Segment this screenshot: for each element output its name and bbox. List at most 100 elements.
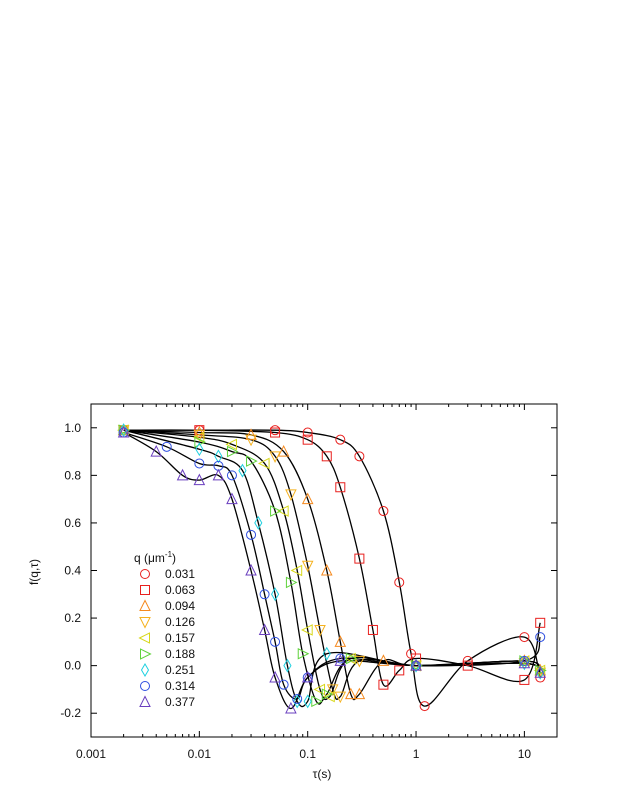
data-point-0.377	[518, 656, 531, 669]
fit-curves	[123, 429, 541, 710]
data-point-0.126	[245, 434, 257, 447]
data-point-0.251	[536, 665, 545, 680]
data-point-0.063	[394, 665, 405, 676]
x-tick-label: 10	[518, 747, 532, 761]
data-point-0.377	[117, 425, 130, 438]
legend-label-0.377: 0.377	[165, 695, 195, 709]
data-point-0.094	[193, 425, 206, 438]
data-point-0.126	[269, 451, 281, 463]
data-point-0.314	[259, 589, 270, 600]
data-point-0.063	[354, 553, 365, 564]
data-point-0.157	[313, 683, 326, 696]
legend-label-0.031: 0.031	[165, 567, 195, 581]
data-point-0.377	[176, 468, 189, 481]
data-point-0.157	[323, 690, 335, 703]
data-point-0.126	[326, 684, 339, 697]
data-point-0.188	[345, 652, 358, 665]
data-point-0.094	[277, 444, 290, 457]
data-point-0.377	[193, 473, 206, 486]
data-point-0.314	[161, 441, 172, 452]
data-point-0.251	[293, 694, 302, 709]
data-point-0.188	[311, 695, 323, 708]
data-point-0.063	[519, 674, 530, 685]
y-tick-label: 0.0	[64, 659, 81, 673]
data-point-0.188	[285, 576, 298, 589]
data-point-0.031	[378, 506, 389, 517]
data-point-0.157	[290, 564, 303, 577]
data-point-0.251	[254, 515, 263, 530]
data-markers	[116, 423, 547, 714]
legend-marker-0.251	[140, 663, 150, 677]
data-point-0.251	[270, 587, 280, 602]
data-point-0.126	[285, 489, 297, 502]
data-point-0.377	[245, 563, 257, 576]
legend: q (μm-1) 0.031 0.063 0.094 0.126 0.157 0.188 0…	[134, 550, 195, 709]
data-point-0.094	[377, 654, 390, 666]
data-point-0.094	[334, 635, 347, 647]
x-axis-label: τ(s)	[313, 767, 332, 781]
y-tick-label: -0.2	[60, 706, 81, 720]
data-point-0.094	[320, 563, 333, 576]
y-tick-label: 0.4	[64, 564, 81, 578]
y-axis-label: f(q,τ)	[27, 559, 41, 585]
legend-label-0.314: 0.314	[165, 679, 195, 693]
data-point-0.377	[212, 468, 225, 481]
legend-label-0.157: 0.157	[165, 631, 195, 645]
data-point-0.031	[519, 632, 530, 643]
data-point-0.377	[334, 654, 347, 666]
data-point-0.094	[301, 492, 314, 505]
x-tick-label: 0.1	[299, 747, 316, 761]
x-tick-label: 0.001	[76, 747, 106, 761]
data-point-0.188	[321, 688, 334, 700]
data-point-0.063	[367, 624, 378, 635]
data-point-0.157	[277, 505, 289, 517]
x-axis-ticks: 0.001 0.01 0.1 1 10	[76, 404, 558, 761]
data-point-0.031	[302, 427, 313, 438]
legend-marker-0.094	[139, 599, 151, 611]
x-tick-label: 1	[413, 747, 420, 761]
y-tick-label: 1.0	[64, 421, 81, 435]
legend-label-0.188: 0.188	[165, 647, 195, 661]
data-point-0.063	[302, 434, 313, 445]
data-point-0.157	[192, 431, 205, 444]
data-point-0.314	[194, 458, 205, 469]
data-point-0.157	[225, 438, 237, 451]
legend-marker-0.188	[140, 648, 152, 660]
data-point-0.377	[534, 666, 547, 678]
data-point-0.094	[245, 428, 257, 440]
data-point-0.251	[322, 646, 331, 661]
data-point-0.157	[301, 624, 313, 636]
data-point-0.063	[321, 451, 332, 462]
data-point-0.031	[335, 434, 346, 445]
data-point-0.094	[353, 687, 366, 700]
data-point-0.188	[246, 455, 258, 467]
legend-title: q (μm-1)	[134, 550, 176, 565]
data-point-0.063	[335, 482, 346, 493]
legend-label-0.094: 0.094	[165, 599, 195, 613]
y-tick-label: 0.2	[64, 611, 81, 625]
fit-line-0.377	[123, 431, 541, 710]
data-point-0.377	[269, 670, 281, 683]
legend-marker-0.314	[140, 681, 150, 691]
data-point-0.314	[535, 632, 546, 643]
data-point-0.314	[278, 679, 289, 690]
legend-marker-0.157	[138, 632, 150, 644]
legend-marker-0.031	[140, 569, 150, 579]
data-point-0.188	[270, 505, 282, 517]
data-point-0.126	[301, 560, 314, 573]
data-point-0.251	[411, 658, 421, 673]
data-point-0.377	[258, 623, 271, 635]
data-point-0.063	[462, 660, 473, 671]
data-point-0.314	[519, 655, 530, 666]
legend-marker-0.126	[139, 617, 151, 629]
data-point-0.377	[285, 701, 297, 714]
y-tick-label: 0.6	[64, 516, 81, 530]
data-point-0.031	[419, 701, 430, 712]
data-point-0.063	[378, 679, 389, 690]
data-point-0.251	[195, 442, 204, 457]
data-point-0.314	[335, 653, 346, 664]
legend-marker-0.377	[139, 695, 151, 707]
data-point-0.251	[303, 694, 312, 709]
y-tick-label: 0.8	[64, 468, 81, 482]
